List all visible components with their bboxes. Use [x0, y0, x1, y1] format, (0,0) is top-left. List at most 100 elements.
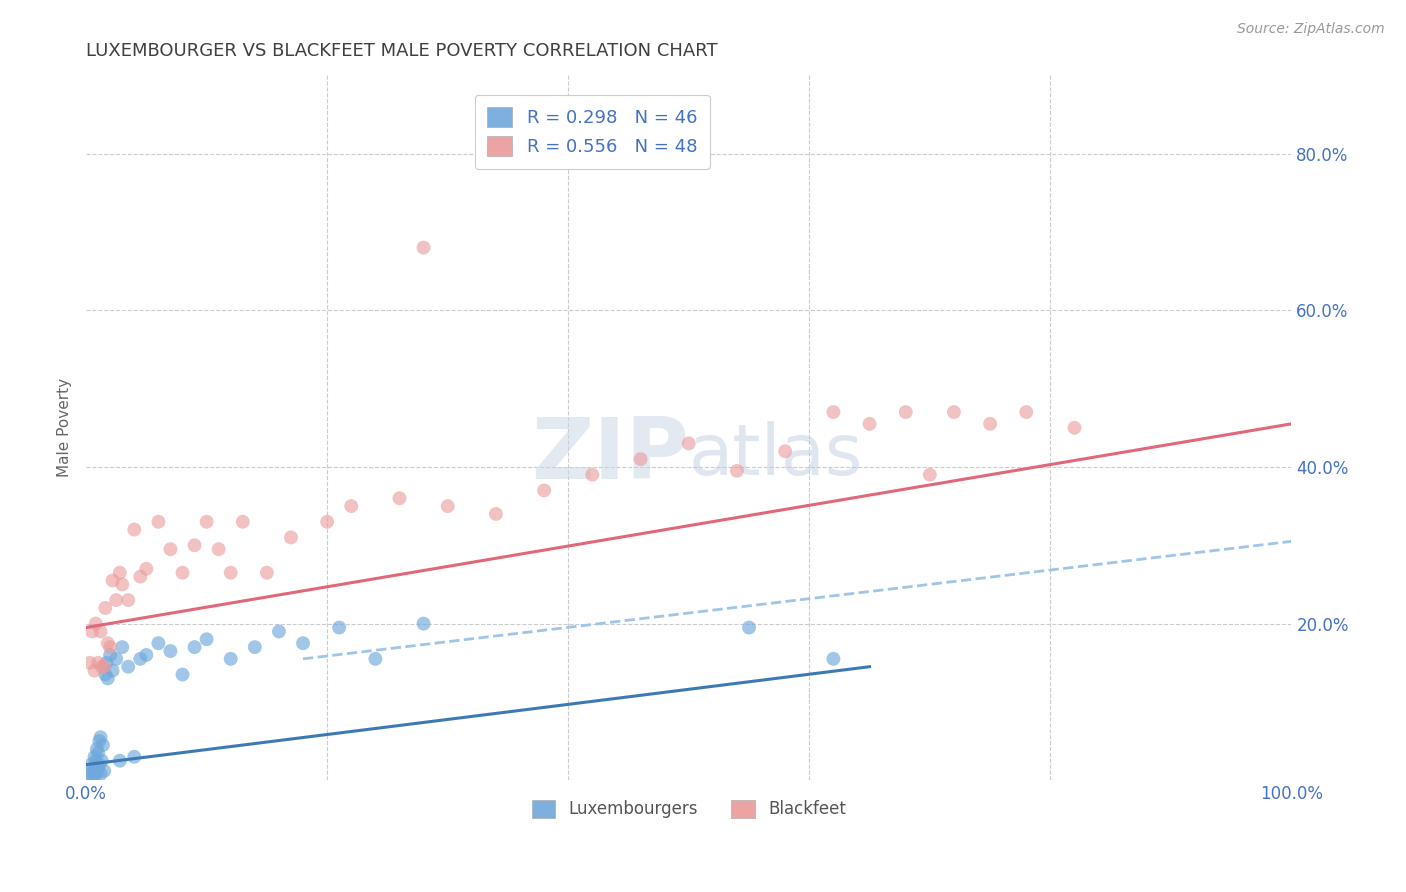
- Point: [208, 542, 231, 557]
- Point: [135, 648, 157, 662]
- Point: [98, 648, 121, 662]
- Point: [823, 405, 845, 419]
- Point: [183, 640, 205, 654]
- Point: [894, 405, 917, 419]
- Point: [232, 515, 254, 529]
- Point: [90, 754, 112, 768]
- Point: [129, 569, 152, 583]
- Point: [364, 652, 387, 666]
- Point: [1015, 405, 1038, 419]
- Point: [918, 467, 941, 482]
- Point: [87, 656, 110, 670]
- Point: [111, 640, 134, 654]
- Point: [82, 624, 104, 639]
- Point: [219, 652, 242, 666]
- Point: [630, 452, 652, 467]
- Point: [1063, 421, 1085, 435]
- Point: [858, 417, 880, 431]
- Point: [533, 483, 555, 498]
- Point: [823, 652, 845, 666]
- Point: [195, 515, 218, 529]
- Point: [90, 659, 112, 673]
- Point: [340, 499, 363, 513]
- Point: [86, 765, 108, 780]
- Point: [678, 436, 700, 450]
- Point: [79, 656, 101, 670]
- Point: [243, 640, 266, 654]
- Point: [148, 515, 170, 529]
- Point: [82, 765, 104, 780]
- Point: [105, 652, 128, 666]
- Point: [129, 652, 152, 666]
- Point: [256, 566, 278, 580]
- Point: [83, 749, 105, 764]
- Point: [87, 762, 110, 776]
- Point: [83, 664, 105, 678]
- Point: [93, 659, 115, 673]
- Point: [84, 754, 107, 768]
- Point: [98, 640, 121, 654]
- Point: [89, 734, 111, 748]
- Point: [773, 444, 796, 458]
- Point: [124, 749, 146, 764]
- Point: [111, 577, 134, 591]
- Point: [738, 621, 761, 635]
- Point: [105, 593, 128, 607]
- Point: [172, 566, 194, 580]
- Point: [89, 757, 111, 772]
- Point: [581, 467, 603, 482]
- Y-axis label: Male Poverty: Male Poverty: [58, 378, 72, 477]
- Point: [101, 574, 124, 588]
- Point: [83, 769, 105, 783]
- Point: [280, 531, 302, 545]
- Point: [101, 664, 124, 678]
- Point: [79, 767, 101, 781]
- Point: [159, 542, 181, 557]
- Point: [979, 417, 1001, 431]
- Point: [485, 507, 508, 521]
- Point: [94, 601, 117, 615]
- Legend: Luxembourgers, Blackfeet: Luxembourgers, Blackfeet: [524, 793, 852, 825]
- Point: [90, 730, 112, 744]
- Point: [219, 566, 242, 580]
- Point: [108, 754, 131, 768]
- Point: [412, 241, 434, 255]
- Point: [172, 667, 194, 681]
- Point: [725, 464, 748, 478]
- Point: [91, 738, 114, 752]
- Point: [94, 667, 117, 681]
- Point: [135, 562, 157, 576]
- Point: [942, 405, 965, 419]
- Point: [87, 746, 110, 760]
- Point: [108, 566, 131, 580]
- Point: [84, 759, 107, 773]
- Point: [117, 593, 139, 607]
- Point: [124, 523, 146, 537]
- Point: [159, 644, 181, 658]
- Point: [195, 632, 218, 647]
- Point: [97, 636, 120, 650]
- Point: [86, 742, 108, 756]
- Text: LUXEMBOURGER VS BLACKFEET MALE POVERTY CORRELATION CHART: LUXEMBOURGER VS BLACKFEET MALE POVERTY C…: [86, 42, 717, 60]
- Point: [93, 764, 115, 778]
- Point: [97, 672, 120, 686]
- Text: ZIP: ZIP: [531, 415, 689, 498]
- Point: [316, 515, 339, 529]
- Point: [148, 636, 170, 650]
- Text: Source: ZipAtlas.com: Source: ZipAtlas.com: [1237, 22, 1385, 37]
- Point: [117, 659, 139, 673]
- Point: [328, 621, 350, 635]
- Point: [96, 656, 118, 670]
- Point: [84, 616, 107, 631]
- Point: [436, 499, 458, 513]
- Point: [292, 636, 315, 650]
- Point: [412, 616, 434, 631]
- Point: [90, 624, 112, 639]
- Point: [90, 767, 112, 781]
- Text: atlas: atlas: [689, 421, 863, 491]
- Point: [388, 491, 411, 506]
- Point: [267, 624, 290, 639]
- Point: [80, 757, 103, 772]
- Point: [183, 538, 205, 552]
- Point: [82, 769, 104, 783]
